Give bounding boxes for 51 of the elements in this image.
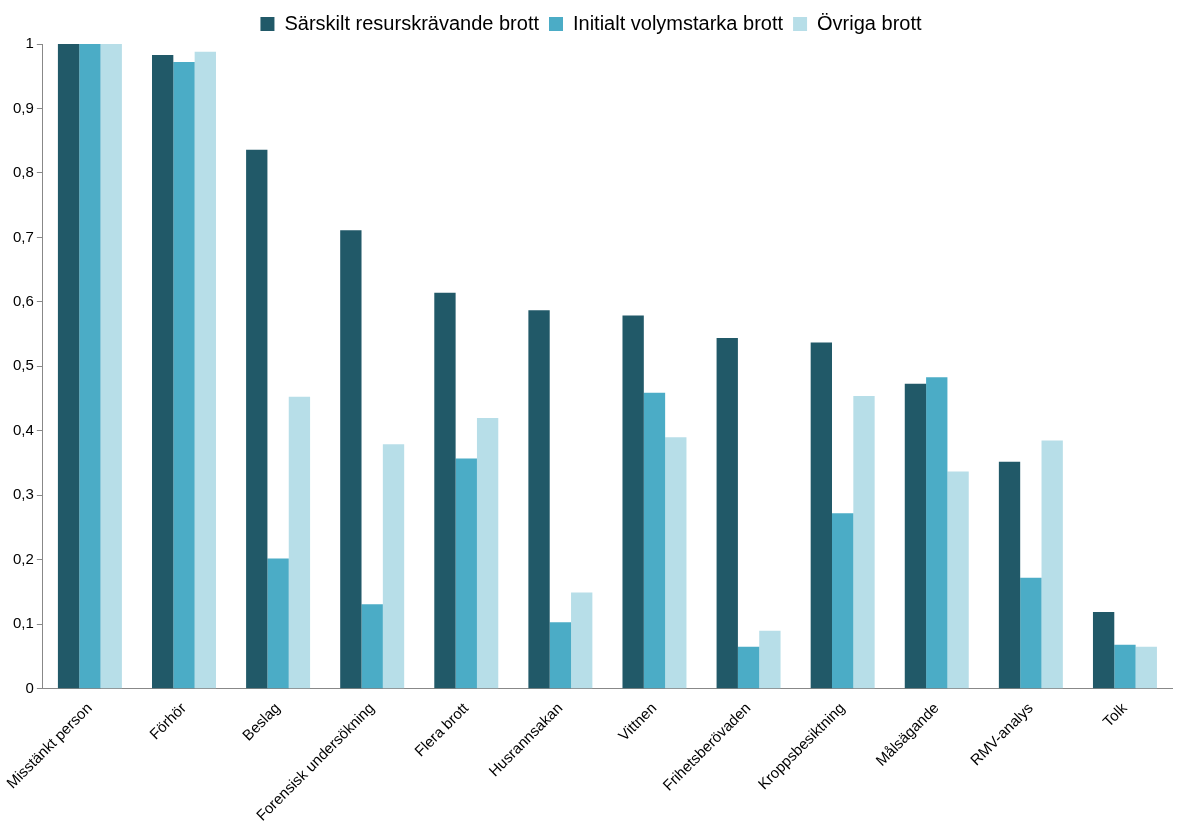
y-tick-label: 0,4 (12, 420, 34, 438)
legend-label: Särskilt resurskrävande brott (284, 11, 540, 34)
bar (152, 54, 174, 689)
bar (998, 461, 1021, 689)
bar (665, 437, 687, 689)
bar (246, 149, 268, 689)
bar (1114, 644, 1136, 689)
bar (759, 630, 781, 689)
bar (1041, 440, 1063, 689)
bar (267, 558, 289, 689)
bar (361, 604, 383, 689)
bar (1092, 611, 1115, 689)
bar (476, 417, 499, 689)
bar (571, 592, 593, 689)
y-tick-label: 0,1 (12, 614, 34, 632)
bar (947, 471, 969, 689)
bar (340, 230, 362, 689)
bar (528, 310, 550, 689)
x-tick-label: Tolk (1099, 698, 1131, 730)
bar (716, 337, 738, 689)
bar (434, 292, 456, 689)
bar (832, 513, 854, 689)
y-tick-label: 0,6 (12, 292, 34, 310)
bar (643, 392, 666, 689)
y-tick-label: 0,2 (12, 549, 34, 567)
bar (737, 646, 760, 689)
bar (810, 342, 832, 689)
bar (1135, 646, 1157, 689)
y-tick-label: 0,3 (12, 485, 34, 503)
bar (455, 458, 477, 689)
y-tick-label: 1 (25, 34, 34, 52)
bar (79, 44, 101, 689)
legend-label: Initialt volymstarka brott (573, 11, 784, 34)
y-tick-label: 0 (25, 678, 34, 696)
bar (382, 444, 405, 689)
bar (288, 396, 311, 689)
bar (622, 315, 644, 689)
y-tick-label: 0,7 (12, 227, 34, 245)
legend-label: Övriga brott (817, 11, 922, 34)
bar (173, 62, 195, 689)
y-tick-label: 0,8 (12, 163, 34, 181)
bar (57, 44, 80, 689)
bar (194, 51, 216, 689)
bar (926, 377, 948, 689)
bar (1020, 577, 1042, 689)
bar (853, 395, 875, 689)
y-tick-label: 0,9 (12, 98, 34, 116)
bar (904, 383, 927, 689)
bar (100, 44, 122, 689)
y-tick-label: 0,5 (12, 356, 34, 374)
bar (549, 622, 572, 689)
